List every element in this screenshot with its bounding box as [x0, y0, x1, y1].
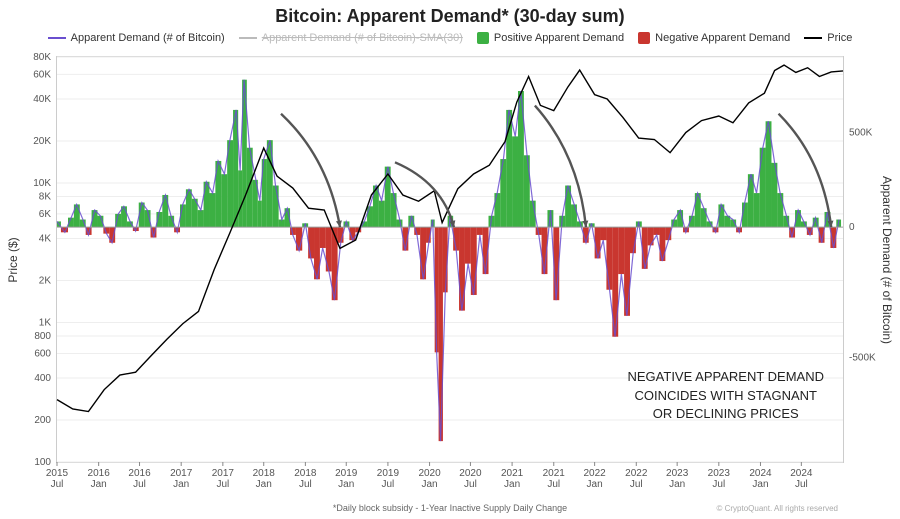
y-right-axis-label: Apparent Demand (# of Bitcoin) [880, 175, 894, 343]
legend-label: Negative Apparent Demand [655, 32, 790, 44]
svg-text:Jul: Jul [464, 479, 477, 490]
legend-item: Apparent Demand (# of Bitcoin)-SMA(30) [239, 32, 463, 44]
svg-text:500K: 500K [849, 128, 873, 139]
svg-text:Jul: Jul [382, 479, 395, 490]
svg-text:-500K: -500K [849, 353, 876, 364]
svg-text:2020: 2020 [459, 468, 482, 479]
svg-text:2023: 2023 [708, 468, 731, 479]
svg-text:2015: 2015 [46, 468, 69, 479]
svg-text:Jan: Jan [752, 479, 768, 490]
svg-text:8K: 8K [39, 192, 52, 203]
svg-text:600: 600 [34, 348, 51, 359]
svg-text:1K: 1K [39, 317, 52, 328]
svg-text:6K: 6K [39, 209, 52, 220]
svg-text:2022: 2022 [625, 468, 648, 479]
svg-text:Jul: Jul [547, 479, 560, 490]
svg-text:800: 800 [34, 331, 51, 342]
svg-text:60K: 60K [33, 69, 51, 80]
svg-text:Jan: Jan [256, 479, 272, 490]
legend-swatch [477, 32, 489, 44]
svg-text:Jan: Jan [587, 479, 603, 490]
svg-text:Jul: Jul [712, 479, 725, 490]
svg-text:10K: 10K [33, 178, 51, 189]
svg-text:20K: 20K [33, 136, 51, 147]
svg-text:Jul: Jul [795, 479, 808, 490]
svg-text:Jan: Jan [338, 479, 354, 490]
legend-label: Apparent Demand (# of Bitcoin)-SMA(30) [262, 32, 463, 44]
svg-text:Jan: Jan [669, 479, 685, 490]
svg-text:4K: 4K [39, 234, 52, 245]
annotation-line-3: OR DECLINING PRICES [628, 405, 825, 423]
legend-swatch [48, 37, 66, 39]
legend-label: Price [827, 32, 852, 44]
svg-text:0: 0 [849, 222, 855, 233]
copyright-text: © CryptoQuant. All rights reserved [717, 504, 839, 513]
svg-text:Jul: Jul [216, 479, 229, 490]
svg-text:2021: 2021 [543, 468, 566, 479]
svg-text:Jul: Jul [133, 479, 146, 490]
legend-swatch [239, 37, 257, 39]
svg-text:Jul: Jul [51, 479, 64, 490]
legend-label: Apparent Demand (# of Bitcoin) [71, 32, 225, 44]
svg-text:2019: 2019 [377, 468, 400, 479]
svg-text:100: 100 [34, 457, 51, 468]
svg-text:2024: 2024 [790, 468, 813, 479]
annotation-line-1: NEGATIVE APPARENT DEMAND [628, 368, 825, 386]
annotation-text: NEGATIVE APPARENT DEMAND COINCIDES WITH … [628, 368, 825, 423]
legend-item: Positive Apparent Demand [477, 32, 624, 44]
svg-text:2018: 2018 [253, 468, 276, 479]
chart-title: Bitcoin: Apparent Demand* (30-day sum) [0, 6, 900, 27]
annotation-line-2: COINCIDES WITH STAGNANT [628, 387, 825, 405]
legend-item: Apparent Demand (# of Bitcoin) [48, 32, 225, 44]
y-left-axis-label: Price ($) [6, 237, 20, 282]
svg-text:Jan: Jan [91, 479, 107, 490]
svg-text:2017: 2017 [212, 468, 235, 479]
legend-swatch [804, 37, 822, 39]
svg-text:2022: 2022 [583, 468, 606, 479]
svg-text:40K: 40K [33, 94, 51, 105]
svg-text:2016: 2016 [88, 468, 111, 479]
svg-text:200: 200 [34, 415, 51, 426]
legend-item: Price [804, 32, 852, 44]
svg-text:2021: 2021 [501, 468, 524, 479]
legend-item: Negative Apparent Demand [638, 32, 790, 44]
svg-text:Jul: Jul [630, 479, 643, 490]
svg-text:2023: 2023 [666, 468, 689, 479]
svg-text:Jan: Jan [173, 479, 189, 490]
legend-swatch [638, 32, 650, 44]
chart-container: Bitcoin: Apparent Demand* (30-day sum) A… [0, 0, 900, 519]
svg-text:2017: 2017 [170, 468, 193, 479]
svg-text:2020: 2020 [418, 468, 441, 479]
chart-legend: Apparent Demand (# of Bitcoin) Apparent D… [48, 32, 852, 44]
svg-text:2016: 2016 [128, 468, 151, 479]
svg-text:Jan: Jan [422, 479, 438, 490]
legend-label: Positive Apparent Demand [494, 32, 624, 44]
svg-text:80K: 80K [33, 52, 51, 63]
svg-text:Jul: Jul [299, 479, 312, 490]
svg-text:2019: 2019 [335, 468, 358, 479]
svg-text:2018: 2018 [294, 468, 317, 479]
svg-text:Jan: Jan [504, 479, 520, 490]
svg-text:400: 400 [34, 373, 51, 384]
svg-text:2K: 2K [39, 275, 52, 286]
svg-text:2024: 2024 [749, 468, 772, 479]
